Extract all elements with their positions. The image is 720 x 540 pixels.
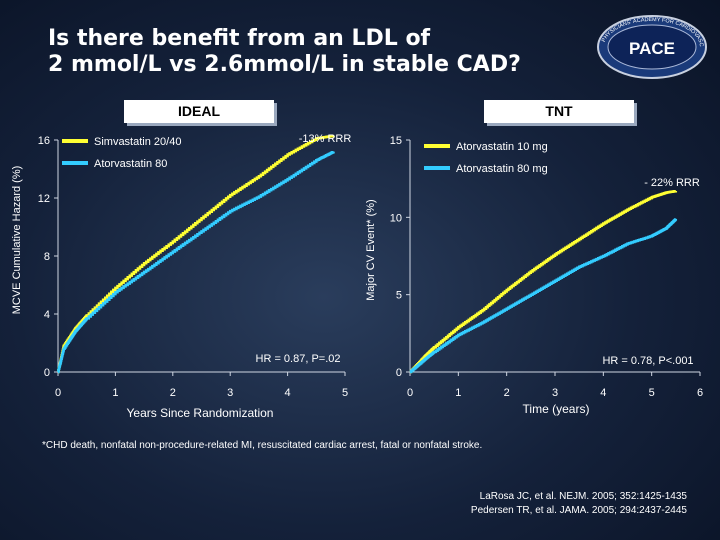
ideal-ytick-label: 8 xyxy=(44,251,50,263)
tnt-xtick-label: 2 xyxy=(504,387,510,399)
title-line-1: Is there benefit from an LDL of xyxy=(48,26,431,51)
ideal-xlabel: Years Since Randomization xyxy=(127,406,274,420)
references: LaRosa JC, et al. NEJM. 2005; 352:1425-1… xyxy=(471,490,687,518)
tnt-legend-label: Atorvastatin 10 mg xyxy=(456,141,548,153)
tnt-header: TNT xyxy=(484,100,634,123)
ideal-xtick-label: 2 xyxy=(170,387,176,399)
tnt-xtick-label: 0 xyxy=(407,387,413,399)
ideal-series-yellow-line xyxy=(57,134,335,374)
tnt-xtick-label: 4 xyxy=(600,387,606,399)
ideal-ylabel: MCVE Cumulative Hazard (%) xyxy=(11,166,23,315)
tnt-rrr-annotation: - 22% RRR xyxy=(644,177,700,189)
reference-2: Pedersen TR, et al. JAMA. 2005; 294:2437… xyxy=(470,505,687,516)
tnt-legend-label: Atorvastatin 80 mg xyxy=(456,163,548,175)
ideal-ytick-label: 16 xyxy=(38,135,50,147)
ideal-rrr-annotation: -13% RRR xyxy=(299,133,352,145)
ideal-ytick-label: 12 xyxy=(38,193,50,205)
footnote: *CHD death, nonfatal non-procedure-relat… xyxy=(42,440,483,451)
slide-title: Is there benefit from an LDL of 2 mmol/L… xyxy=(48,26,608,78)
tnt-ytick-label: 10 xyxy=(390,212,402,224)
ideal-xtick-label: 0 xyxy=(55,387,61,399)
ideal-legend-label: Atorvastatin 80 xyxy=(94,158,167,170)
tnt-ytick-label: 0 xyxy=(396,367,402,379)
ideal-hr-annotation: HR = 0.87, P=.02 xyxy=(256,353,341,365)
tnt-xlabel: Time (years) xyxy=(523,402,590,416)
ideal-xtick-label: 4 xyxy=(285,387,291,399)
title-line-2: 2 mmol/L vs 2.6mmol/L in stable CAD? xyxy=(48,52,521,77)
reference-1: LaRosa JC, et al. NEJM. 2005; 352:1425-1… xyxy=(479,491,687,502)
tnt-ytick-label: 5 xyxy=(396,290,402,302)
ideal-ytick-label: 4 xyxy=(44,309,50,321)
tnt-xtick-label: 6 xyxy=(697,387,703,399)
tnt-ytick-label: 15 xyxy=(390,135,402,147)
ideal-xtick-label: 1 xyxy=(112,387,118,399)
tnt-xtick-label: 1 xyxy=(455,387,461,399)
ideal-series-blue-line xyxy=(57,150,335,374)
tnt-series-yellow-line xyxy=(409,189,678,374)
ideal-ytick-label: 0 xyxy=(44,367,50,379)
pace-logo: PHYSICIANS' ACADEMY FOR CARDIOVASCULAR E… xyxy=(596,14,707,79)
tnt-series-blue-line xyxy=(409,218,678,374)
ideal-xtick-label: 5 xyxy=(342,387,348,399)
ideal-header: IDEAL xyxy=(124,100,274,123)
ideal-xtick-label: 3 xyxy=(227,387,233,399)
tnt-xtick-label: 3 xyxy=(552,387,558,399)
ideal-legend-label: Simvastatin 20/40 xyxy=(94,136,181,148)
tnt-hr-annotation: HR = 0.78, P<.001 xyxy=(602,355,693,367)
logo-text: PACE xyxy=(629,39,675,58)
tnt-xtick-label: 5 xyxy=(649,387,655,399)
tnt-chart: 0 5 10 15 0 1 2 3 4 5 6 Atorvastatin 10 mg Atorvas… xyxy=(365,135,703,416)
tnt-ylabel: Major CV Event* (%) xyxy=(365,199,377,300)
